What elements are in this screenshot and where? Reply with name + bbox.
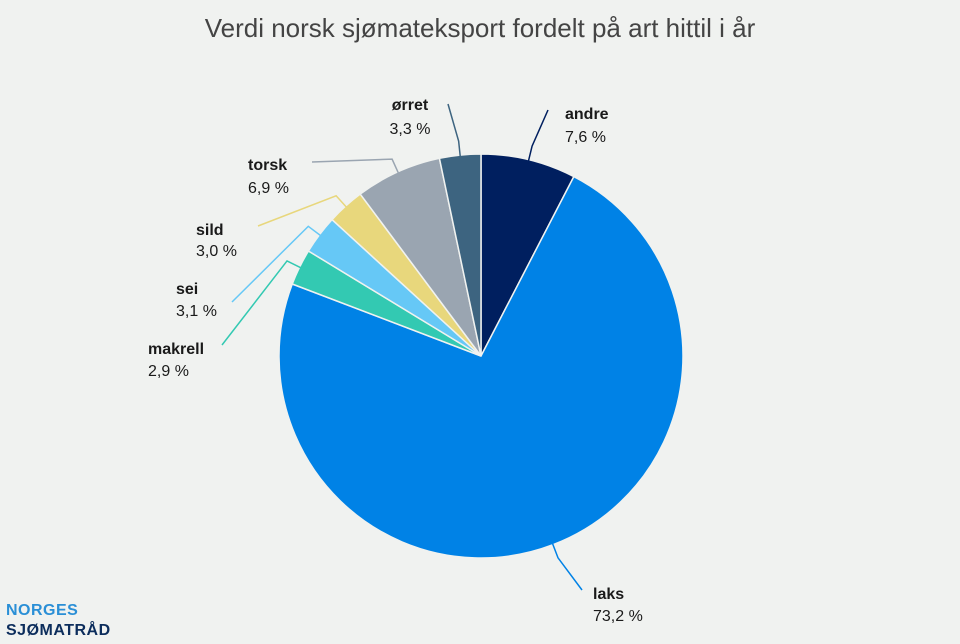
slice-name: ørret — [392, 97, 429, 114]
slice-value: 7,6 % — [565, 129, 606, 146]
leader-line — [311, 158, 401, 176]
slice-value: 3,0 % — [196, 243, 237, 260]
slice-value: 2,9 % — [148, 363, 189, 380]
slice-value: 3,1 % — [176, 303, 217, 320]
leader-line — [527, 109, 549, 164]
slice-value: 3,3 % — [390, 121, 431, 138]
slice-name: torsk — [248, 157, 287, 174]
slice-name: makrell — [148, 341, 204, 358]
slice-name: sild — [196, 222, 224, 239]
leader-line — [231, 225, 324, 303]
chart-title: Verdi norsk sjømateksport fordelt på art… — [205, 13, 756, 43]
slice-name: andre — [565, 106, 609, 123]
logo-line2: SJØMATRÅD — [6, 620, 111, 639]
slice-name: sei — [176, 281, 198, 298]
leader-line — [257, 194, 349, 227]
slice-name: laks — [593, 586, 624, 603]
slice-value: 6,9 % — [248, 180, 289, 197]
slice-value: 73,2 % — [593, 608, 643, 625]
leader-line — [447, 103, 462, 160]
leader-line — [550, 540, 583, 591]
logo-line1: NORGES — [6, 602, 78, 619]
leader-line — [221, 260, 304, 346]
